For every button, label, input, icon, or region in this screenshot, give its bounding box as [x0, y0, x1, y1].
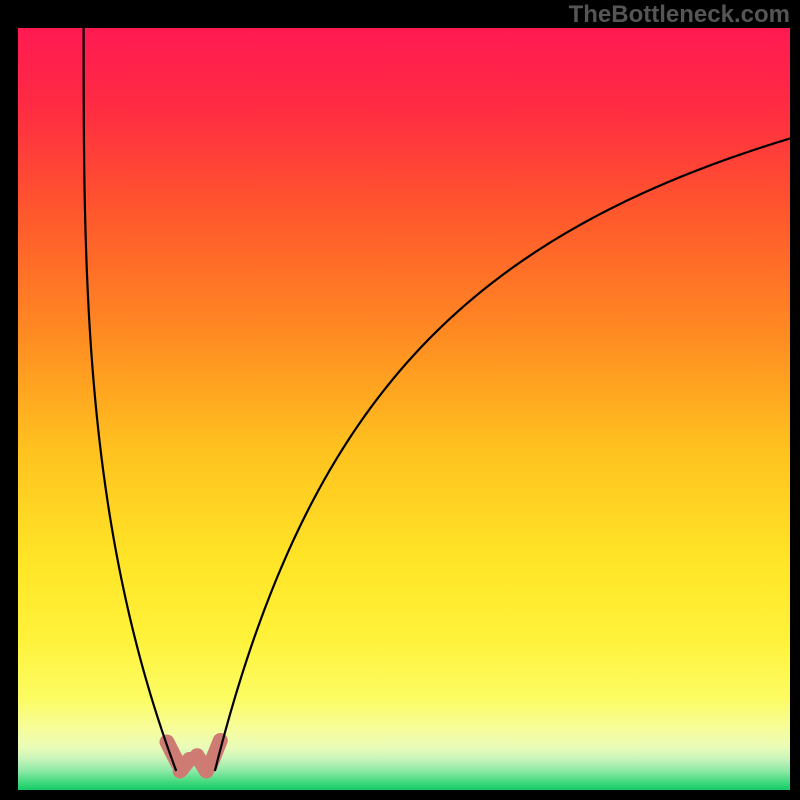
chart-frame: TheBottleneck.com — [0, 0, 800, 800]
heat-gradient-background — [18, 28, 790, 790]
plot-area — [18, 28, 790, 790]
watermark-text: TheBottleneck.com — [569, 1, 790, 29]
